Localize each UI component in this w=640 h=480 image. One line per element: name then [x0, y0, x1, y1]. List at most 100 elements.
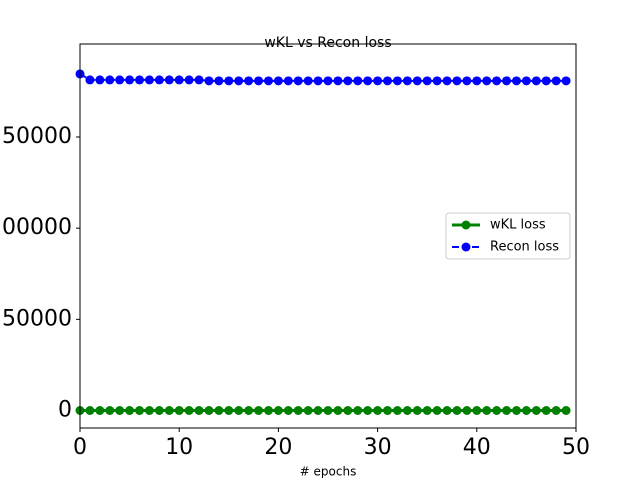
data-point	[502, 405, 512, 415]
data-point	[462, 405, 472, 415]
data-point	[373, 76, 383, 86]
data-point	[303, 76, 313, 86]
data-point	[254, 405, 264, 415]
data-point	[323, 405, 333, 415]
data-point	[174, 75, 184, 85]
data-point	[184, 405, 194, 415]
legend-marker	[461, 242, 471, 252]
data-point	[184, 75, 194, 85]
data-point	[561, 76, 571, 86]
data-point	[164, 75, 174, 85]
data-point	[283, 76, 293, 86]
data-point	[492, 76, 502, 86]
data-point	[383, 405, 393, 415]
data-point	[105, 75, 115, 85]
data-point	[234, 76, 244, 86]
data-point	[422, 405, 432, 415]
x-tick-label: 30	[364, 435, 392, 460]
data-point	[462, 76, 472, 86]
y-tick-label: 50000	[2, 306, 72, 331]
x-tick-label: 40	[463, 435, 491, 460]
data-point	[194, 75, 204, 85]
data-point	[363, 405, 373, 415]
data-point	[293, 405, 303, 415]
data-point	[402, 76, 412, 86]
data-point	[383, 76, 393, 86]
data-point	[392, 76, 402, 86]
plot-frame	[79, 43, 577, 429]
data-point	[115, 405, 125, 415]
data-point	[392, 405, 402, 415]
data-point	[95, 75, 105, 85]
data-point	[224, 405, 234, 415]
x-tick-label: 0	[73, 435, 87, 460]
data-point	[125, 405, 135, 415]
legend-marker	[461, 220, 471, 230]
data-point	[144, 405, 154, 415]
data-point	[541, 76, 551, 86]
data-point	[472, 76, 482, 86]
data-point	[373, 405, 383, 415]
data-point	[452, 76, 462, 86]
data-point	[511, 76, 521, 86]
legend-label: wKL loss	[490, 218, 546, 233]
data-point	[551, 76, 561, 86]
data-point	[244, 405, 254, 415]
data-point	[214, 405, 224, 415]
data-point	[402, 405, 412, 415]
x-tick-label: 20	[264, 435, 292, 460]
data-point	[224, 76, 234, 86]
data-point	[422, 76, 432, 86]
data-point	[412, 405, 422, 415]
data-point	[313, 405, 323, 415]
data-point	[263, 76, 273, 86]
data-point	[323, 76, 333, 86]
x-axis-label: # epochs	[300, 465, 357, 479]
data-point	[293, 76, 303, 86]
data-point	[154, 75, 164, 85]
data-point	[204, 405, 214, 415]
data-point	[442, 76, 452, 86]
data-point	[521, 76, 531, 86]
data-point	[303, 405, 313, 415]
data-point	[502, 76, 512, 86]
data-point	[164, 405, 174, 415]
chart-title: wKL vs Recon loss	[264, 35, 391, 51]
data-point	[432, 76, 442, 86]
data-point	[472, 405, 482, 415]
data-point	[353, 405, 363, 415]
data-point	[442, 405, 452, 415]
data-point	[154, 405, 164, 415]
data-point	[214, 76, 224, 86]
legend-label: Recon loss	[490, 240, 559, 255]
data-point	[363, 76, 373, 86]
data-point	[531, 76, 541, 86]
data-point	[551, 405, 561, 415]
y-tick-label: 100000	[0, 215, 72, 240]
data-point	[492, 405, 502, 415]
data-point	[273, 405, 283, 415]
data-point	[511, 405, 521, 415]
data-point	[254, 76, 264, 86]
data-point	[482, 76, 492, 86]
data-point	[263, 405, 273, 415]
data-point	[333, 405, 343, 415]
x-tick-label: 10	[165, 435, 193, 460]
data-point	[204, 76, 214, 86]
data-point	[482, 405, 492, 415]
data-point	[343, 405, 353, 415]
data-point	[234, 405, 244, 415]
data-point	[95, 405, 105, 415]
data-point	[174, 405, 184, 415]
y-tick-label: 150000	[0, 124, 72, 149]
data-point	[283, 405, 293, 415]
data-point	[343, 76, 353, 86]
data-point	[125, 75, 135, 85]
data-point	[333, 76, 343, 86]
data-point	[452, 405, 462, 415]
data-point	[273, 76, 283, 86]
data-point	[85, 75, 95, 85]
data-point	[313, 76, 323, 86]
